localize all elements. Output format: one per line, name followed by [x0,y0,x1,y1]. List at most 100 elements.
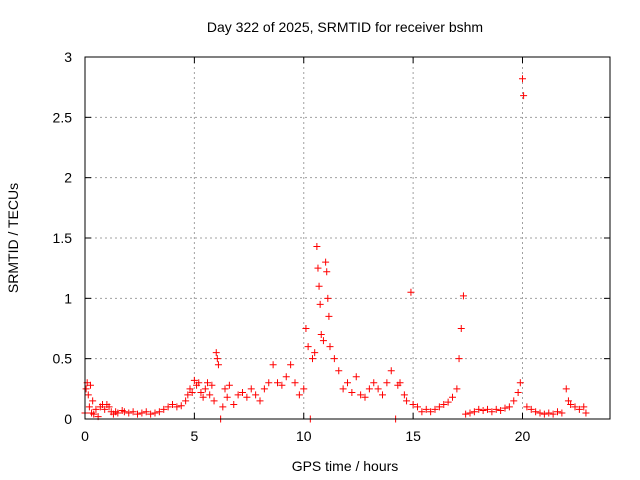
y-tick-label: 0 [64,411,72,427]
data-point [177,402,185,410]
data-point [287,361,295,369]
data-point [311,349,319,357]
data-point [407,288,415,296]
data-point [549,410,557,418]
data-point [247,385,255,393]
data-point [208,381,216,389]
data-point [182,397,190,405]
data-point [326,343,334,351]
data-point [304,343,312,351]
data-point [564,397,572,405]
data-point [221,385,229,393]
data-point [440,401,448,409]
data-point [582,409,590,417]
data-point [580,403,588,411]
data-point [302,325,310,332]
data-point [455,355,463,363]
data-point [199,393,207,401]
data-point [575,405,583,413]
y-tick-label: 2.5 [53,109,73,125]
data-point [282,373,290,381]
data-point [269,361,277,369]
data-point [357,391,365,399]
y-tick-label: 0.5 [53,351,73,367]
data-point [501,404,509,412]
data-point [316,300,324,308]
data-point [86,381,94,389]
data-point [414,403,421,411]
plot-frame [84,56,611,420]
data-point [212,349,220,357]
data-point [488,408,496,416]
data-point [348,388,356,396]
data-point [243,393,251,401]
data-point [324,294,332,302]
data-point [84,391,92,399]
chart-title: Day 322 of 2025, SRMTID for receiver bsh… [207,19,483,35]
axis-ticks: 0 5 10 15 20 0 0.5 1 1.5 2 2.5 3 [53,49,610,444]
data-point [510,397,518,405]
data-point [335,367,343,375]
data-point [523,403,531,411]
data-point [453,385,461,393]
data-point [120,408,128,416]
data-point [317,331,325,339]
data-point [197,388,205,396]
data-point [427,408,435,416]
y-axis-label: SRMTID / TECUs [5,183,21,293]
data-point [322,258,330,266]
data-point [325,312,333,320]
data-point [155,408,163,416]
data-point [516,379,524,387]
data-point [352,373,360,381]
data-point [536,409,544,417]
data-point [459,292,467,300]
data-point [138,409,146,417]
data-point [466,409,474,417]
data-point [365,385,373,393]
data-point [210,397,218,405]
data-point [214,361,222,369]
data-point [567,401,575,409]
grid [85,56,610,419]
data-point [540,410,548,418]
x-tick-label: 20 [515,428,531,444]
data-point [223,393,231,401]
data-point [265,379,273,387]
data-point [291,379,299,387]
data-point [527,405,535,413]
data-point [134,410,141,418]
data-point [82,385,90,393]
data-point [190,376,198,384]
data-point [206,391,214,399]
data-point [403,397,411,405]
data-point [374,385,382,393]
data-point [554,408,561,416]
data-point [396,379,404,387]
data-point [85,403,93,411]
data-point [188,388,196,396]
data-point [470,408,478,416]
data-point [361,393,369,401]
x-axis-label: GPS time / hours [292,458,399,474]
data-point [300,385,308,393]
data-point [314,264,322,272]
data-point [219,403,227,411]
data-point [323,268,331,276]
data-point [449,393,456,401]
data-point [379,391,386,399]
data-point [431,405,439,413]
data-point [519,75,526,83]
y-tick-label: 2 [64,170,72,186]
data-point [160,405,168,413]
data-point [256,397,264,405]
data-point [457,325,465,332]
data-point [444,398,452,406]
y-tick-label: 1.5 [53,230,73,246]
data-point [239,388,246,396]
data-point [204,379,211,387]
data-point [400,391,408,399]
x-tick-label: 15 [405,428,421,444]
data-point [505,403,513,411]
